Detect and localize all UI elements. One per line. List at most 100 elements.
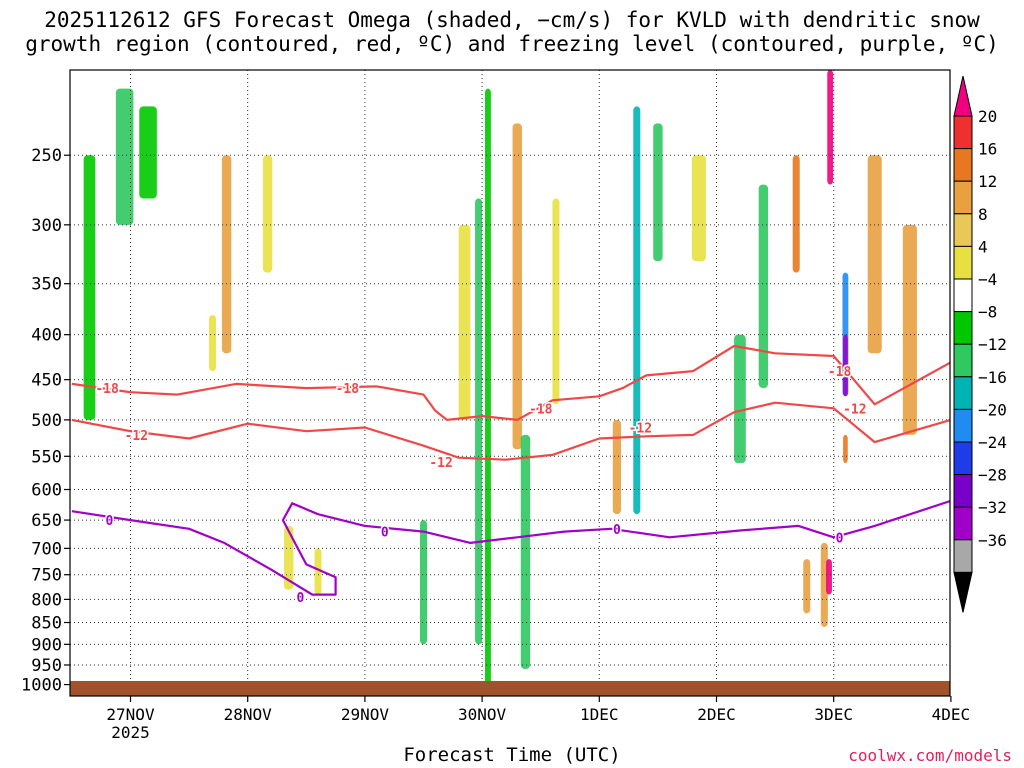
plot-area [70, 70, 950, 696]
colorbar-label: −24 [978, 433, 1007, 452]
contour-line [71, 499, 950, 596]
contour-label: 0 [297, 591, 305, 606]
contour-label: 0 [105, 514, 113, 529]
colorbar-label: 16 [978, 140, 997, 159]
omega-cell [867, 155, 882, 354]
omega-cell [520, 434, 531, 669]
colorbar-segment [953, 539, 973, 573]
contour-label: 0 [836, 531, 844, 546]
colorbar-segment [953, 506, 973, 541]
omega-cell [792, 155, 800, 273]
colorbar-label: −32 [978, 498, 1007, 517]
contour-label: -18 [828, 365, 852, 380]
credit-text: coolwx.com/models [848, 746, 1012, 765]
omega-shading [83, 70, 917, 685]
omega-cell [221, 155, 232, 354]
x-tick-label: 30NOV [458, 705, 507, 724]
y-tick-label: 500 [31, 411, 62, 431]
contour-line [71, 344, 950, 421]
colorbar-label: 8 [978, 205, 988, 224]
y-tick-label: 300 [31, 216, 62, 236]
contour-line [71, 401, 950, 461]
omega-cell [734, 334, 746, 464]
y-tick-label: 850 [31, 614, 62, 634]
x-tick-label: 28NOV [224, 705, 273, 724]
colorbar-segment [953, 115, 973, 150]
x-year-label: 2025 [111, 723, 150, 742]
omega-cell [902, 224, 917, 435]
contour-label: 0 [613, 523, 621, 538]
y-tick-label: 950 [31, 656, 62, 676]
colorbar-label: 12 [978, 172, 997, 191]
colorbar-label: 20 [978, 107, 997, 126]
omega-cell [843, 434, 848, 464]
y-tick-label: 600 [31, 481, 62, 501]
contour-label: -12 [125, 429, 148, 444]
colorbar-segment [953, 343, 973, 378]
omega-cell [314, 548, 322, 595]
colorbar-label: −16 [978, 368, 1007, 387]
y-tick-label: 350 [31, 275, 62, 295]
omega-cell [115, 88, 134, 225]
omega-cell [612, 419, 621, 515]
omega-cell [475, 198, 483, 645]
y-axis: 2503003504004505005506006507007508008509… [21, 146, 70, 696]
contour-label: -12 [429, 456, 452, 471]
colorbar-segment [953, 278, 973, 313]
omega-cell [826, 559, 832, 595]
omega-cell [209, 315, 217, 372]
omega-cell [758, 184, 769, 389]
colorbar-segment [953, 311, 973, 345]
omega-cell [83, 155, 96, 420]
colorbar-segment [953, 245, 973, 280]
colorbar-label: −4 [978, 270, 997, 289]
y-tick-label: 700 [31, 539, 62, 559]
terrain-ground [70, 681, 950, 696]
colorbar-bottom-arrow [953, 571, 973, 613]
colorbar-segment [953, 180, 973, 215]
x-tick-label: 27NOV [106, 705, 155, 724]
colorbar-segment [953, 376, 973, 410]
x-tick-label: 4DEC [932, 705, 971, 724]
x-tick-label: 2DEC [697, 705, 736, 724]
x-tick-label: 3DEC [814, 705, 853, 724]
omega-cell [803, 559, 811, 614]
omega-cell [633, 106, 641, 515]
x-tick-label: 29NOV [341, 705, 390, 724]
omega-cell [552, 198, 560, 405]
chart-title-line2: growth region (contoured, red, ºC) and f… [25, 32, 999, 56]
chart-title-line1: 2025112612 GFS Forecast Omega (shaded, −… [44, 8, 980, 32]
omega-cell [843, 334, 848, 397]
y-tick-label: 1000 [21, 676, 62, 696]
omega-cell [827, 70, 834, 185]
y-tick-label: 800 [31, 590, 62, 610]
omega-cell [262, 155, 273, 273]
omega-cell [512, 123, 522, 450]
x-axis-label: Forecast Time (UTC) [403, 744, 621, 766]
y-tick-label: 550 [31, 447, 62, 467]
y-tick-label: 400 [31, 326, 62, 346]
omega-cell [419, 520, 428, 645]
colorbar-label: −12 [978, 335, 1007, 354]
omega-cell [485, 88, 491, 685]
x-tick-label: 1DEC [580, 705, 619, 724]
y-tick-label: 450 [31, 371, 62, 391]
contour-label: -18 [336, 382, 360, 397]
omega-cell [284, 525, 294, 590]
colorbar-label: −8 [978, 303, 997, 322]
contour-label: -18 [95, 382, 119, 397]
omega-cell [458, 224, 471, 420]
colorbar-segment [953, 213, 973, 247]
colorbar-label: −36 [978, 531, 1007, 550]
y-tick-label: 900 [31, 635, 62, 655]
colorbar-label: −20 [978, 400, 1007, 419]
contour-label: -12 [843, 402, 866, 417]
x-axis: 27NOV 28NOV 29NOV 30NOV 1DEC 2DEC 3DEC 4DEC 2025 [106, 696, 970, 742]
colorbar-segment [953, 148, 973, 182]
colorbar-label: −28 [978, 466, 1007, 485]
omega-cell [653, 123, 663, 262]
colorbar: 20 16 12 8 4 −4 −8 −12 −16 −20 −24 −28 −32 −36 [953, 75, 1007, 613]
contour-lines: -18 -18 -18 -18 -12 -12 -12 -12 0 0 0 0 0 [71, 344, 950, 607]
contour-label: -18 [529, 402, 553, 417]
